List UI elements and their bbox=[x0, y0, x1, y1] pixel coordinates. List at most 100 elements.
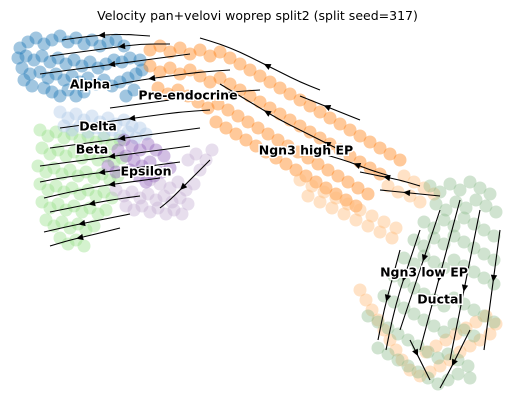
cluster-label-beta: Beta bbox=[76, 142, 108, 157]
cell-point-ngn3-high-ep bbox=[273, 81, 287, 95]
cell-point-epsilon bbox=[141, 187, 155, 201]
cell-point-delta bbox=[105, 123, 119, 137]
cell-point-ngn3-high-ep bbox=[193, 43, 207, 57]
streamline bbox=[299, 95, 361, 121]
cell-point-ngn3-high-ep bbox=[269, 151, 283, 165]
cell-point-beta bbox=[35, 141, 49, 155]
cell-point-ngn3-low-ep bbox=[463, 339, 477, 353]
cell-point-ductal bbox=[477, 223, 491, 237]
cluster-label-pre-endocrine: Pre-endocrine bbox=[138, 88, 237, 103]
cell-point-alpha bbox=[135, 63, 149, 77]
cell-point-pre-endocrine bbox=[157, 149, 171, 163]
streamline-arrowhead bbox=[108, 60, 116, 68]
cell-point-alpha bbox=[23, 67, 37, 81]
cell-point-alpha bbox=[59, 57, 73, 71]
cell-point-ngn3-low-ep bbox=[395, 353, 409, 367]
streamline-arrowhead bbox=[76, 233, 84, 241]
cell-point-beta bbox=[105, 137, 119, 151]
cell-point-beta bbox=[31, 159, 45, 173]
cell-point-ductal bbox=[371, 341, 385, 355]
cell-point-ngn3-low-ep bbox=[389, 221, 403, 235]
chart-title: Velocity pan+velovi woprep split2 (split… bbox=[97, 8, 418, 23]
cell-point-ductal bbox=[427, 255, 441, 269]
streamline-arrowhead bbox=[384, 294, 392, 302]
cell-point-alpha bbox=[17, 73, 31, 87]
cell-point-alpha bbox=[15, 61, 29, 75]
cell-point-delta bbox=[139, 127, 153, 141]
cell-point-pre-endocrine bbox=[111, 143, 125, 157]
cell-point-ngn3-high-ep bbox=[171, 83, 185, 97]
cell-point-alpha bbox=[37, 81, 51, 95]
cell-point-ngn3-high-ep bbox=[323, 111, 337, 125]
cell-point-ductal bbox=[477, 271, 491, 285]
cell-point-ductal bbox=[441, 373, 455, 387]
cell-point-alpha bbox=[65, 69, 79, 83]
cell-point-ngn3-low-ep bbox=[373, 225, 387, 239]
cell-point-ngn3-low-ep bbox=[353, 203, 367, 217]
cell-point-ngn3-high-ep bbox=[161, 87, 175, 101]
streamline-arrowhead bbox=[118, 134, 126, 142]
cell-point-ngn3-high-ep bbox=[373, 167, 387, 181]
cell-point-epsilon bbox=[165, 195, 179, 209]
cell-point-beta bbox=[91, 207, 105, 221]
cell-point-alpha bbox=[25, 79, 39, 93]
cell-point-epsilon bbox=[199, 153, 213, 167]
cell-point-ngn3-high-ep bbox=[213, 71, 227, 85]
streamline-arrowhead bbox=[108, 152, 116, 160]
cell-point-delta bbox=[85, 109, 99, 123]
cluster-label-ngn3-low-ep: Ngn3 low EP bbox=[380, 265, 468, 280]
cell-point-ngn3-low-ep bbox=[473, 333, 487, 347]
cell-point-beta bbox=[41, 129, 55, 143]
cell-point-ngn3-high-ep bbox=[293, 119, 307, 133]
cell-point-ductal bbox=[489, 205, 503, 219]
cell-point-ngn3-high-ep bbox=[383, 147, 397, 161]
cell-point-ngn3-high-ep bbox=[281, 139, 295, 153]
streamline bbox=[49, 195, 141, 213]
streamline bbox=[439, 329, 471, 389]
cell-point-delta bbox=[89, 121, 103, 135]
cell-point-ngn3-low-ep bbox=[381, 179, 395, 193]
cell-point-ngn3-high-ep bbox=[319, 181, 333, 195]
cell-point-pre-endocrine bbox=[123, 163, 137, 177]
cell-point-ngn3-high-ep bbox=[299, 169, 313, 183]
cell-point-beta bbox=[55, 215, 69, 229]
cell-point-beta bbox=[105, 191, 119, 205]
streamline-arrowhead bbox=[461, 284, 469, 292]
cell-point-delta bbox=[53, 105, 67, 119]
cell-point-ngn3-low-ep bbox=[403, 363, 417, 377]
cell-point-ductal bbox=[431, 351, 445, 365]
cell-point-ngn3-high-ep bbox=[309, 175, 323, 189]
streamline-arrowhead bbox=[451, 358, 458, 367]
cell-point-ductal bbox=[397, 301, 411, 315]
cell-point-ductal bbox=[437, 213, 451, 227]
streamline-arrowhead bbox=[263, 110, 272, 117]
cell-point-beta bbox=[107, 155, 121, 169]
cell-point-ngn3-high-ep bbox=[331, 169, 345, 183]
cell-point-ngn3-high-ep bbox=[283, 87, 297, 101]
streamline-arrowhead bbox=[490, 274, 498, 282]
cell-point-ductal bbox=[443, 177, 457, 191]
cell-point-ductal bbox=[361, 309, 375, 323]
cell-point-ngn3-high-ep bbox=[363, 135, 377, 149]
cluster-label-epsilon: Epsilon bbox=[121, 164, 172, 179]
cell-point-ngn3-high-ep bbox=[393, 153, 407, 167]
cell-point-ngn3-low-ep bbox=[337, 207, 351, 221]
cell-point-ngn3-low-ep bbox=[365, 303, 379, 317]
cell-point-ductal bbox=[391, 353, 405, 367]
streamline bbox=[43, 213, 131, 233]
cell-point-beta bbox=[97, 185, 111, 199]
cell-point-ngn3-high-ep bbox=[191, 95, 205, 109]
cell-point-ductal bbox=[457, 235, 471, 249]
cell-point-alpha bbox=[109, 33, 123, 47]
cell-point-ngn3-low-ep bbox=[413, 195, 427, 209]
streamline-arrowhead bbox=[421, 253, 429, 262]
cell-point-ductal bbox=[451, 367, 465, 381]
cell-point-pre-endocrine bbox=[135, 159, 149, 173]
cell-point-ductal bbox=[477, 309, 491, 323]
cell-point-delta bbox=[81, 125, 95, 139]
cell-point-alpha bbox=[45, 85, 59, 99]
cell-point-ngn3-high-ep bbox=[339, 193, 353, 207]
cell-point-ductal bbox=[417, 287, 431, 301]
cell-point-ngn3-high-ep bbox=[163, 45, 177, 59]
cell-point-ngn3-high-ep bbox=[221, 103, 235, 117]
